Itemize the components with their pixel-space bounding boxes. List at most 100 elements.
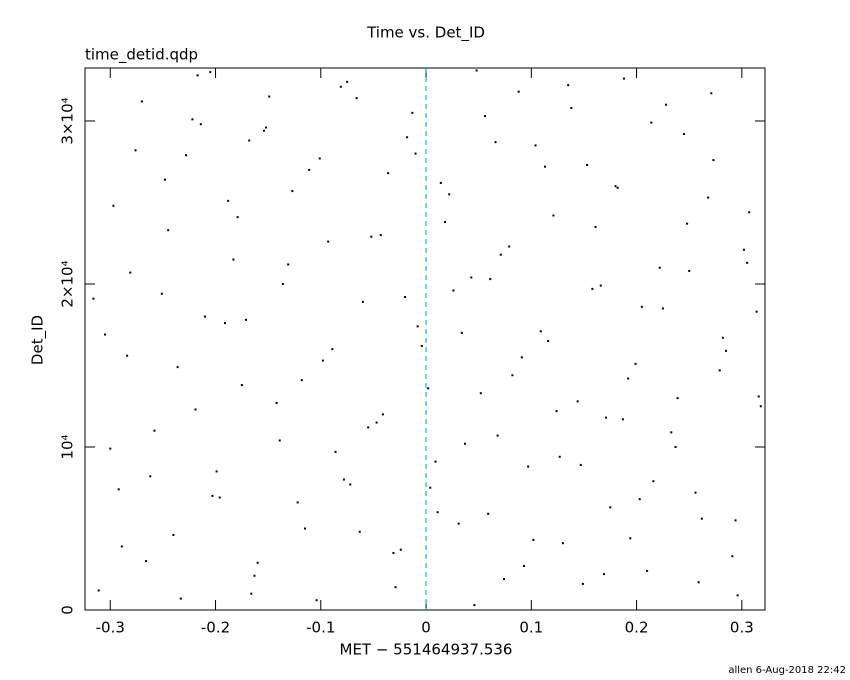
- point: [318, 157, 321, 160]
- point: [712, 159, 715, 162]
- point: [736, 594, 739, 597]
- point: [145, 560, 148, 563]
- point: [496, 434, 499, 437]
- point: [539, 330, 542, 333]
- point: [164, 178, 166, 181]
- point: [387, 172, 390, 175]
- point: [256, 561, 259, 564]
- chart-title: Time vs. Det_ID: [366, 24, 485, 43]
- point: [605, 416, 608, 419]
- x-axis-label: MET − 551464937.536: [340, 641, 513, 659]
- point: [342, 478, 345, 481]
- point: [248, 139, 251, 142]
- point: [218, 496, 221, 499]
- point: [215, 470, 218, 473]
- point: [682, 133, 685, 136]
- point: [746, 261, 749, 264]
- point: [196, 74, 199, 77]
- point: [725, 349, 728, 352]
- point: [112, 204, 115, 207]
- point: [457, 522, 460, 525]
- point: [638, 498, 641, 501]
- point: [414, 152, 417, 155]
- point: [315, 599, 318, 602]
- point: [464, 442, 466, 445]
- point: [199, 123, 202, 126]
- point: [511, 374, 514, 377]
- point: [489, 278, 492, 281]
- point: [129, 271, 132, 274]
- point: [479, 392, 482, 395]
- point: [153, 429, 156, 432]
- x-tick-label: 0: [421, 619, 431, 637]
- point: [742, 248, 745, 251]
- point: [236, 216, 239, 219]
- point: [520, 356, 523, 359]
- point: [149, 475, 152, 478]
- point: [104, 333, 106, 336]
- point: [627, 377, 630, 380]
- point: [185, 154, 188, 157]
- point: [614, 185, 617, 188]
- point: [420, 344, 423, 347]
- point: [658, 266, 661, 269]
- point: [172, 534, 175, 537]
- point: [759, 405, 762, 408]
- point: [757, 395, 760, 398]
- x-tick-label: 0.2: [625, 619, 649, 637]
- point: [621, 418, 624, 421]
- point: [253, 574, 256, 577]
- point: [508, 245, 511, 248]
- point: [707, 196, 710, 199]
- point: [134, 149, 137, 152]
- point: [652, 480, 655, 483]
- x-tick-label: 0.1: [519, 619, 543, 637]
- point: [570, 106, 573, 109]
- point: [179, 597, 182, 600]
- point: [484, 115, 486, 118]
- point: [436, 511, 439, 514]
- y-tick-label: 2×10⁴: [59, 260, 77, 307]
- point: [304, 527, 306, 530]
- point: [404, 296, 406, 299]
- point: [361, 300, 364, 303]
- point: [245, 318, 248, 321]
- point: [327, 240, 330, 243]
- y-tick-label: 0: [59, 605, 77, 615]
- point: [646, 569, 649, 572]
- point: [599, 284, 602, 287]
- point: [731, 555, 734, 558]
- point: [379, 234, 382, 237]
- point: [346, 80, 349, 83]
- point: [349, 483, 352, 486]
- plot-frame: [84, 67, 766, 611]
- point: [670, 431, 673, 434]
- point: [499, 253, 502, 256]
- point: [227, 199, 230, 202]
- point: [718, 369, 721, 372]
- point: [194, 408, 197, 411]
- point: [552, 214, 555, 217]
- point: [602, 573, 605, 576]
- point: [394, 586, 397, 589]
- point: [555, 410, 558, 413]
- point: [475, 69, 478, 72]
- point: [558, 455, 561, 458]
- point: [204, 315, 206, 318]
- point: [300, 379, 303, 382]
- point: [209, 71, 212, 74]
- point: [522, 564, 525, 567]
- point: [473, 604, 476, 607]
- point: [211, 494, 214, 497]
- point: [296, 501, 299, 504]
- point: [160, 292, 163, 295]
- point: [406, 136, 409, 139]
- point: [275, 401, 278, 404]
- point: [321, 359, 324, 362]
- y-tick-label: 10⁴: [59, 434, 77, 459]
- point: [487, 512, 490, 515]
- point: [265, 126, 268, 129]
- point: [308, 168, 311, 171]
- point: [755, 310, 758, 313]
- point: [710, 92, 713, 95]
